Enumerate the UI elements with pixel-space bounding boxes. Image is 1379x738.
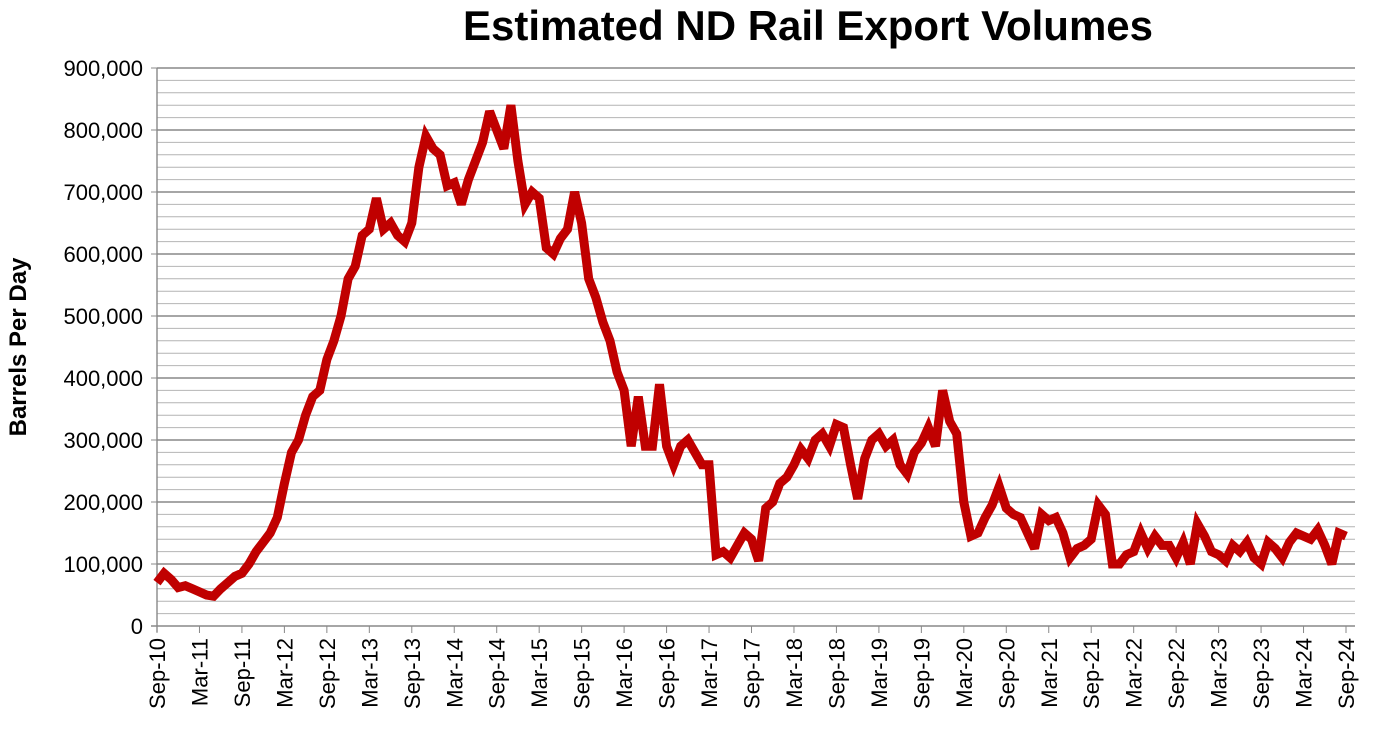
gridlines	[157, 67, 1355, 615]
x-tick-label: Sep-15	[570, 638, 595, 709]
y-tick-label: 700,000	[63, 180, 143, 205]
y-axis-label: Barrels Per Day	[5, 257, 32, 436]
x-tick-label: Mar-20	[952, 638, 977, 708]
series-group	[153, 104, 1348, 602]
x-tick-label: Mar-13	[357, 638, 382, 708]
axes	[151, 67, 1355, 633]
x-tick-label: Mar-21	[1037, 638, 1062, 708]
x-tick-labels: Sep-10 Mar-11 Sep-11 Mar-12 Sep-12 Mar-13 Sep-…	[145, 638, 1359, 709]
x-tick-label: Sep-13	[400, 638, 425, 709]
x-tick-label: Mar-12	[272, 638, 297, 708]
x-tick-label: Mar-18	[782, 638, 807, 708]
x-tick-label: Sep-18	[824, 638, 849, 709]
chart-title: Estimated ND Rail Export Volumes	[463, 2, 1153, 49]
x-tick-label: Sep-23	[1249, 638, 1274, 709]
x-tick-label: Sep-14	[485, 638, 510, 709]
x-tick-label: Sep-21	[1079, 638, 1104, 709]
y-tick-label: 900,000	[63, 56, 143, 81]
series-line	[153, 104, 1348, 602]
y-tick-labels: 0 100,000 200,000 300,000 400,000 500,000 600,…	[63, 56, 143, 639]
x-tick-label: Sep-16	[655, 638, 680, 709]
x-tick-label: Mar-14	[442, 638, 467, 708]
x-tick-label: Sep-12	[315, 638, 340, 709]
x-tick-label: Mar-15	[527, 638, 552, 708]
x-tick-label: Sep-19	[909, 638, 934, 709]
x-tick-label: Mar-17	[697, 638, 722, 708]
y-tick-label: 300,000	[63, 428, 143, 453]
x-tick-label: Sep-11	[230, 638, 255, 707]
y-tick-label: 0	[131, 614, 143, 639]
y-tick-label: 800,000	[63, 118, 143, 143]
x-tick-label: Sep-10	[145, 638, 170, 709]
x-tick-label: Mar-19	[867, 638, 892, 708]
x-tick-label: Mar-22	[1122, 638, 1147, 708]
x-tick-label: Sep-22	[1164, 638, 1189, 709]
x-tick-label: Sep-24	[1334, 638, 1359, 709]
x-tick-label: Sep-20	[994, 638, 1019, 709]
y-tick-label: 500,000	[63, 304, 143, 329]
x-tick-label: Mar-23	[1207, 638, 1232, 708]
y-tick-label: 100,000	[63, 552, 143, 577]
y-tick-label: 200,000	[63, 490, 143, 515]
x-tick-label: Mar-11	[187, 638, 212, 706]
y-tick-label: 600,000	[63, 242, 143, 267]
x-tick-label: Mar-16	[612, 638, 637, 708]
x-tick-label: Sep-17	[740, 638, 765, 709]
x-tick-label: Mar-24	[1292, 638, 1317, 708]
y-tick-label: 400,000	[63, 366, 143, 391]
